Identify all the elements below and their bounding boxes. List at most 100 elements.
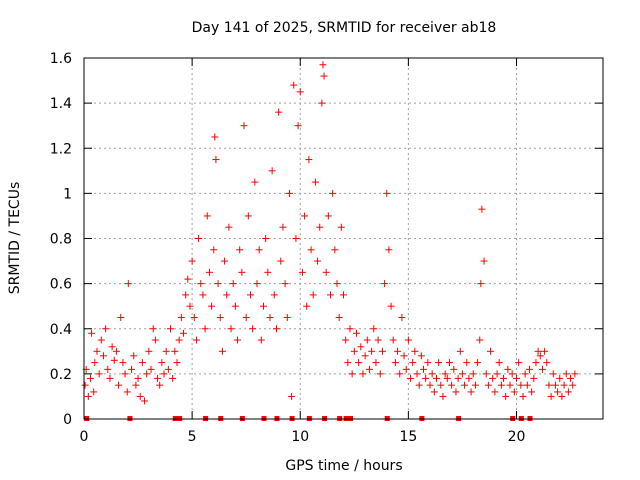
- data-point: [249, 325, 257, 333]
- data-point: [104, 365, 112, 373]
- data-point: [461, 381, 469, 389]
- data-point: [268, 167, 276, 175]
- data-point: [309, 291, 317, 299]
- data-point: [259, 302, 267, 310]
- plot-frame: [83, 57, 604, 420]
- data-point: [477, 280, 485, 288]
- data-point: [465, 374, 473, 382]
- data-point: [136, 392, 144, 400]
- data-point: [329, 189, 337, 197]
- data-point: [350, 347, 358, 355]
- data-point: [551, 381, 559, 389]
- data-point: [177, 313, 185, 321]
- data-point: [95, 370, 103, 378]
- data-point: [515, 359, 523, 367]
- data-point: [151, 336, 159, 344]
- data-point: [247, 291, 255, 299]
- data-point: [335, 313, 343, 321]
- data-point: [132, 381, 140, 389]
- data-point: [84, 392, 92, 400]
- data-point: [130, 352, 138, 360]
- y-tick-label: 1.4: [50, 96, 72, 112]
- data-point: [549, 370, 557, 378]
- data-point: [203, 212, 211, 220]
- data-point: [344, 359, 352, 367]
- data-point: [534, 347, 542, 355]
- data-point: [88, 329, 96, 337]
- data-point: [179, 329, 187, 337]
- data-point: [458, 370, 466, 378]
- data-point: [314, 257, 322, 265]
- data-point: [396, 370, 404, 378]
- data-point: [340, 291, 347, 299]
- data-point: [368, 347, 376, 355]
- data-point: [221, 257, 229, 265]
- data-point: [521, 370, 529, 378]
- data-point: [352, 329, 360, 337]
- data-point: [199, 291, 207, 299]
- data-point: [305, 156, 313, 164]
- data-point: [448, 381, 456, 389]
- y-tick-label: 1.2: [50, 141, 72, 157]
- data-point: [240, 122, 248, 130]
- data-point: [445, 359, 453, 367]
- data-point: [484, 381, 492, 389]
- data-point: [182, 291, 190, 299]
- data-point: [519, 392, 527, 400]
- data-point: [262, 235, 270, 242]
- data-point: [413, 370, 421, 378]
- data-point: [355, 359, 363, 367]
- data-point: [508, 370, 516, 378]
- data-point: [545, 381, 553, 389]
- data-point: [99, 352, 107, 360]
- data-point: [450, 365, 458, 373]
- data-point: [117, 313, 125, 321]
- data-point: [318, 99, 326, 107]
- data-point: [192, 336, 200, 344]
- data-point: [138, 359, 146, 367]
- data-point: [266, 313, 274, 321]
- data-point: [281, 280, 289, 288]
- x-tick-label: 15: [399, 429, 417, 445]
- data-point: [301, 212, 309, 220]
- data-point: [372, 359, 380, 367]
- data-point: [147, 365, 155, 373]
- data-point: [160, 370, 168, 378]
- data-point: [227, 325, 235, 333]
- data-point: [255, 246, 263, 254]
- data-point: [303, 302, 311, 310]
- data-point: [528, 388, 536, 396]
- data-point: [467, 388, 475, 396]
- data-point: [119, 359, 127, 367]
- data-point: [210, 246, 218, 254]
- y-tick-label: 0.2: [50, 367, 72, 383]
- data-point: [275, 108, 283, 116]
- data-point: [378, 347, 386, 355]
- data-point: [435, 359, 443, 367]
- data-point: [571, 370, 579, 378]
- data-point: [394, 347, 402, 355]
- data-point: [173, 359, 181, 367]
- data-point: [184, 275, 192, 283]
- data-point: [402, 365, 410, 373]
- data-point: [201, 325, 209, 333]
- data-point: [489, 374, 497, 382]
- data-point: [238, 268, 246, 276]
- data-point: [441, 370, 449, 378]
- data-point: [411, 347, 419, 355]
- data-point: [197, 280, 205, 288]
- data-point: [381, 280, 389, 288]
- data-point: [218, 347, 226, 355]
- data-point: [106, 374, 114, 382]
- data-point: [331, 246, 339, 254]
- x-tick-label: 0: [80, 429, 89, 445]
- data-point: [439, 392, 447, 400]
- data-point: [530, 374, 538, 382]
- y-tick-label: 0.6: [50, 277, 72, 293]
- data-point: [283, 313, 291, 321]
- data-point: [359, 370, 367, 378]
- data-point: [93, 347, 101, 355]
- data-point: [370, 325, 378, 333]
- data-point: [567, 374, 575, 382]
